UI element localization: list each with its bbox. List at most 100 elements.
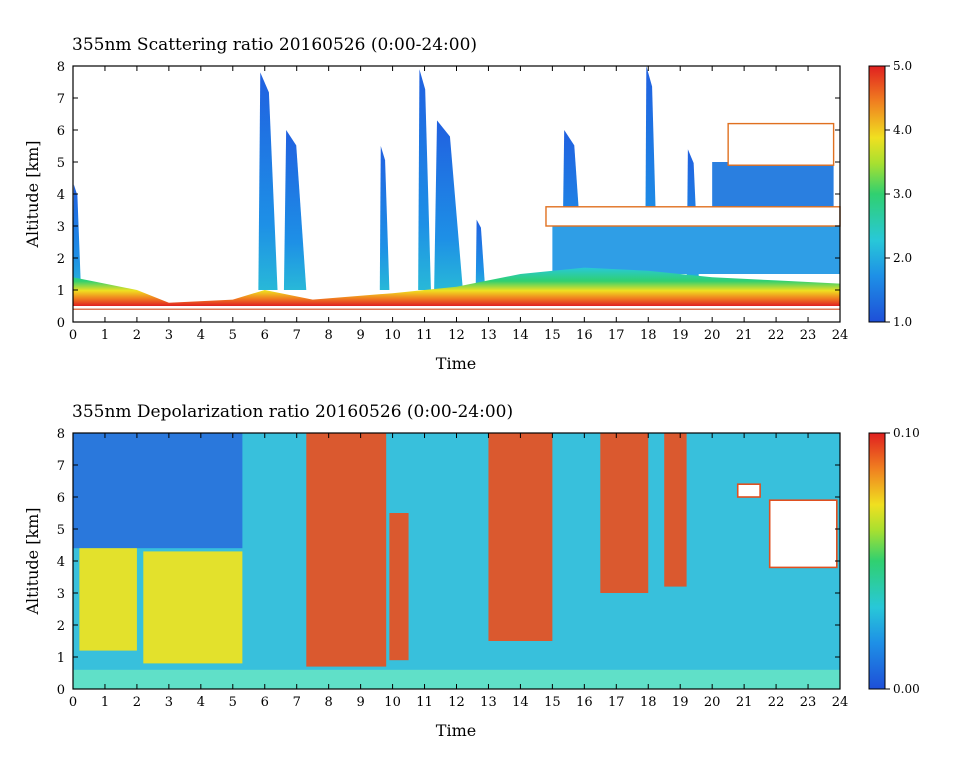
- chart-title: 355nm Depolarization ratio 20160526 (0:0…: [72, 402, 513, 422]
- x-axis: 0 1 2 3 4 5 6 7 8 9 10 11 12 13 14 15 16 17 18 19 20 21 22 23 24: [69, 66, 848, 343]
- y-tick-label: 8: [57, 60, 65, 75]
- colorbar-label: 1.0: [893, 315, 912, 329]
- x-tick-label: 24: [832, 695, 849, 710]
- colorbar: [868, 65, 886, 323]
- x-tick-label: 19: [672, 328, 689, 343]
- x-tick-label: 22: [768, 695, 785, 710]
- x-tick-label: 5: [229, 328, 237, 343]
- y-tick-label: 7: [57, 459, 65, 474]
- high-depol-region: [306, 433, 387, 667]
- x-tick-label: 14: [512, 328, 529, 343]
- scattering-ratio-panel: 355nm Scattering ratio 20160526 (0:00-24…: [23, 35, 912, 373]
- y-tick-label: 2: [57, 252, 65, 267]
- cloud-layer: [545, 206, 841, 227]
- x-tick-label: 23: [800, 695, 817, 710]
- y-axis-label: Altitude [km]: [23, 507, 42, 615]
- x-tick-label: 12: [448, 695, 465, 710]
- colorbar-label: 2.0: [893, 251, 912, 265]
- aerosol-column: [258, 72, 278, 291]
- x-axis-label: Time: [436, 721, 476, 740]
- y-tick-label: 4: [57, 188, 65, 203]
- plot-area: [73, 433, 840, 689]
- y-tick-label: 3: [57, 587, 65, 602]
- x-tick-label: 6: [261, 328, 269, 343]
- x-tick-label: 8: [325, 328, 333, 343]
- colorbar-labels: 0.00 0.10: [885, 426, 920, 696]
- x-tick-label: 7: [293, 695, 301, 710]
- x-axis: 0 1 2 3 4 5 6 7 8 9 10 11 12 13 14 15 16 17 18 19 20 21 22 23 24: [69, 433, 848, 710]
- x-tick-label: 4: [197, 695, 205, 710]
- y-tick-label: 5: [57, 523, 65, 538]
- x-tick-label: 16: [576, 328, 593, 343]
- low-depol-region: [73, 433, 243, 549]
- x-tick-label: 23: [800, 328, 817, 343]
- x-tick-label: 3: [165, 328, 173, 343]
- x-tick-label: 11: [416, 328, 433, 343]
- colorbar-label: 5.0: [893, 59, 912, 73]
- y-axis: 0 1 2 3 4 5 6 7 8: [57, 427, 840, 698]
- x-tick-label: 0: [69, 328, 77, 343]
- high-depol-region: [664, 433, 687, 587]
- x-tick-label: 20: [704, 695, 721, 710]
- x-tick-label: 19: [672, 695, 689, 710]
- boundary-layer: [73, 267, 840, 306]
- colorbar: [868, 432, 886, 690]
- cloud-layer: [727, 122, 835, 166]
- colorbar-label: 0.10: [893, 426, 920, 440]
- x-tick-label: 1: [101, 695, 109, 710]
- x-tick-label: 9: [356, 695, 364, 710]
- x-tick-label: 18: [640, 328, 657, 343]
- x-tick-label: 21: [736, 328, 753, 343]
- aerosol-column: [73, 184, 81, 290]
- high-depol-region: [143, 551, 243, 664]
- x-tick-label: 20: [704, 328, 721, 343]
- y-tick-label: 2: [57, 619, 65, 634]
- x-tick-label: 15: [544, 695, 561, 710]
- high-depol-region: [389, 513, 409, 661]
- aerosol-column: [283, 130, 307, 290]
- high-depol-region: [600, 433, 649, 593]
- y-tick-label: 8: [57, 427, 65, 442]
- colorbar-label: 0.00: [893, 682, 920, 696]
- colorbar-labels: 1.0 2.0 3.0 4.0 5.0: [885, 59, 912, 329]
- y-axis-label: Altitude [km]: [23, 140, 42, 248]
- y-tick-label: 4: [57, 555, 65, 570]
- aerosol-column: [418, 69, 431, 290]
- x-tick-label: 9: [356, 328, 364, 343]
- x-tick-label: 10: [384, 328, 401, 343]
- x-tick-label: 16: [576, 695, 593, 710]
- y-tick-label: 1: [57, 284, 65, 299]
- x-tick-label: 15: [544, 328, 561, 343]
- x-tick-label: 5: [229, 695, 237, 710]
- x-tick-label: 6: [261, 695, 269, 710]
- high-depol-region: [488, 433, 553, 641]
- colorbar-label: 3.0: [893, 187, 912, 201]
- y-tick-label: 3: [57, 220, 65, 235]
- aerosol-column: [379, 146, 390, 290]
- x-axis-label: Time: [436, 354, 476, 373]
- x-tick-label: 10: [384, 695, 401, 710]
- x-tick-label: 14: [512, 695, 529, 710]
- x-tick-label: 12: [448, 328, 465, 343]
- y-axis: 0 1 2 3 4 5 6 7 8: [57, 60, 840, 331]
- y-tick-label: 6: [57, 491, 65, 506]
- y-tick-label: 6: [57, 124, 65, 139]
- chart-title: 355nm Scattering ratio 20160526 (0:00-24…: [72, 35, 477, 55]
- y-tick-label: 7: [57, 92, 65, 107]
- x-tick-label: 22: [768, 328, 785, 343]
- x-tick-label: 11: [416, 695, 433, 710]
- y-tick-label: 0: [57, 316, 65, 331]
- x-tick-label: 17: [608, 695, 625, 710]
- x-tick-label: 13: [480, 328, 497, 343]
- y-tick-label: 5: [57, 156, 65, 171]
- x-tick-label: 3: [165, 695, 173, 710]
- x-tick-label: 21: [736, 695, 753, 710]
- x-tick-label: 8: [325, 695, 333, 710]
- cloud-layer: [736, 483, 761, 498]
- x-tick-label: 1: [101, 328, 109, 343]
- x-tick-label: 18: [640, 695, 657, 710]
- x-tick-label: 2: [133, 328, 141, 343]
- colorbar-label: 4.0: [893, 123, 912, 137]
- aerosol-column: [475, 219, 486, 290]
- afternoon-aerosol-layer: [552, 219, 840, 274]
